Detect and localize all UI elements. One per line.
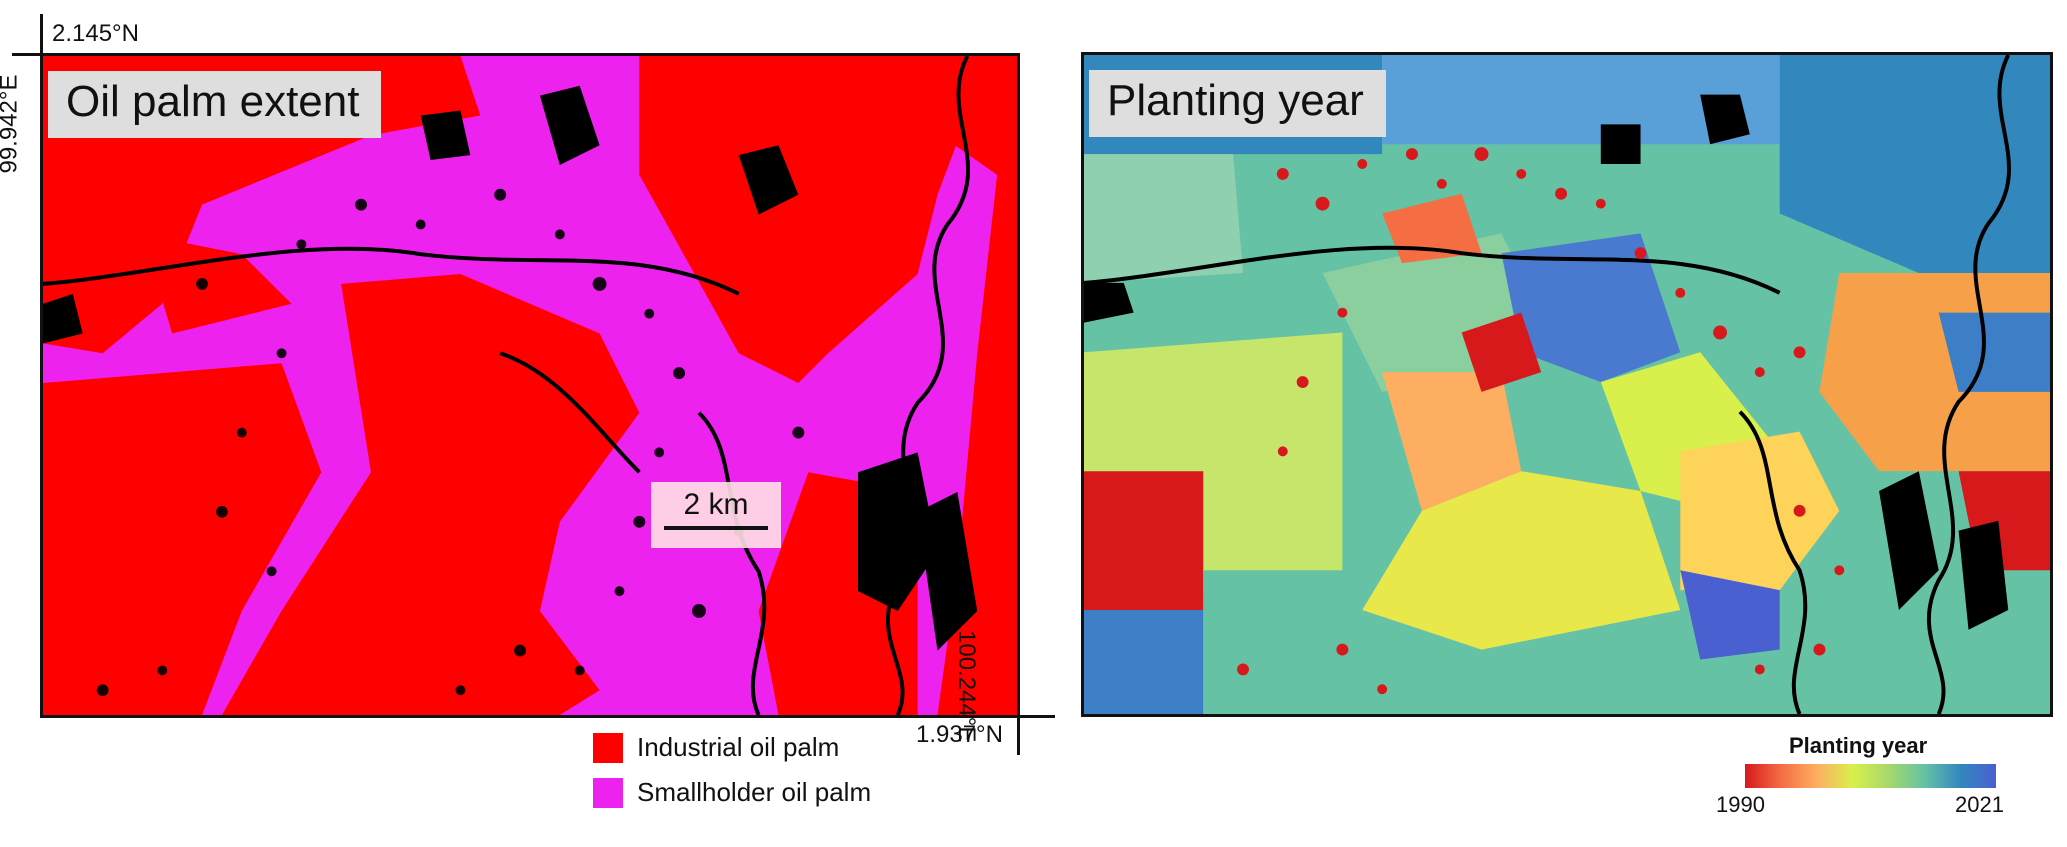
planting-year-map[interactable]: Planting year — [1081, 52, 2053, 717]
planting-year-colorbar — [1745, 764, 1996, 788]
bottom-right-tick-vertical — [1017, 715, 1020, 755]
top-left-tick-vertical — [40, 14, 43, 56]
non-palm-areas — [1084, 94, 2009, 630]
colorbar-max-label: 2021 — [1955, 792, 2004, 817]
legend-smallholder-oil-palm: Smallholder oil palm — [593, 777, 871, 808]
speckle-pattern — [96, 188, 805, 697]
river-lines — [1084, 55, 2011, 714]
oil-palm-extent-title: Oil palm extent — [48, 71, 382, 138]
red-speckle-pattern — [1237, 147, 1845, 695]
colorbar-title: Planting year — [1789, 733, 1928, 758]
colorbar-min-label: 1990 — [1716, 792, 1765, 817]
non-palm-areas — [43, 85, 978, 651]
planting-year-raster — [1084, 55, 2050, 714]
left-longitude-label: 99.942°E — [0, 74, 23, 174]
top-latitude-label: 2.145°N — [52, 20, 139, 47]
bottom-latitude-label: 1.937°N — [916, 721, 1003, 748]
scale-bar-line — [664, 526, 768, 530]
oil-palm-extent-raster — [43, 56, 1017, 715]
river-lines — [43, 56, 971, 715]
legend-industrial-oil-palm: Industrial oil palm — [593, 732, 839, 763]
oil-palm-extent-map[interactable]: Oil palm extent 2 km — [40, 53, 1020, 718]
planting-year-title: Planting year — [1089, 70, 1386, 137]
top-left-tick-horizontal — [12, 53, 43, 56]
smallholder-oil-palm-swatch — [593, 777, 623, 808]
scale-bar-label: 2 km — [683, 488, 749, 521]
legend-smallholder-oil-palm-label: Smallholder oil palm — [637, 777, 872, 807]
bottom-right-tick-horizontal — [1017, 715, 1055, 718]
legend-industrial-oil-palm-label: Industrial oil palm — [637, 732, 840, 762]
scale-bar: 2 km — [651, 482, 781, 548]
industrial-oil-palm-swatch — [593, 732, 623, 763]
